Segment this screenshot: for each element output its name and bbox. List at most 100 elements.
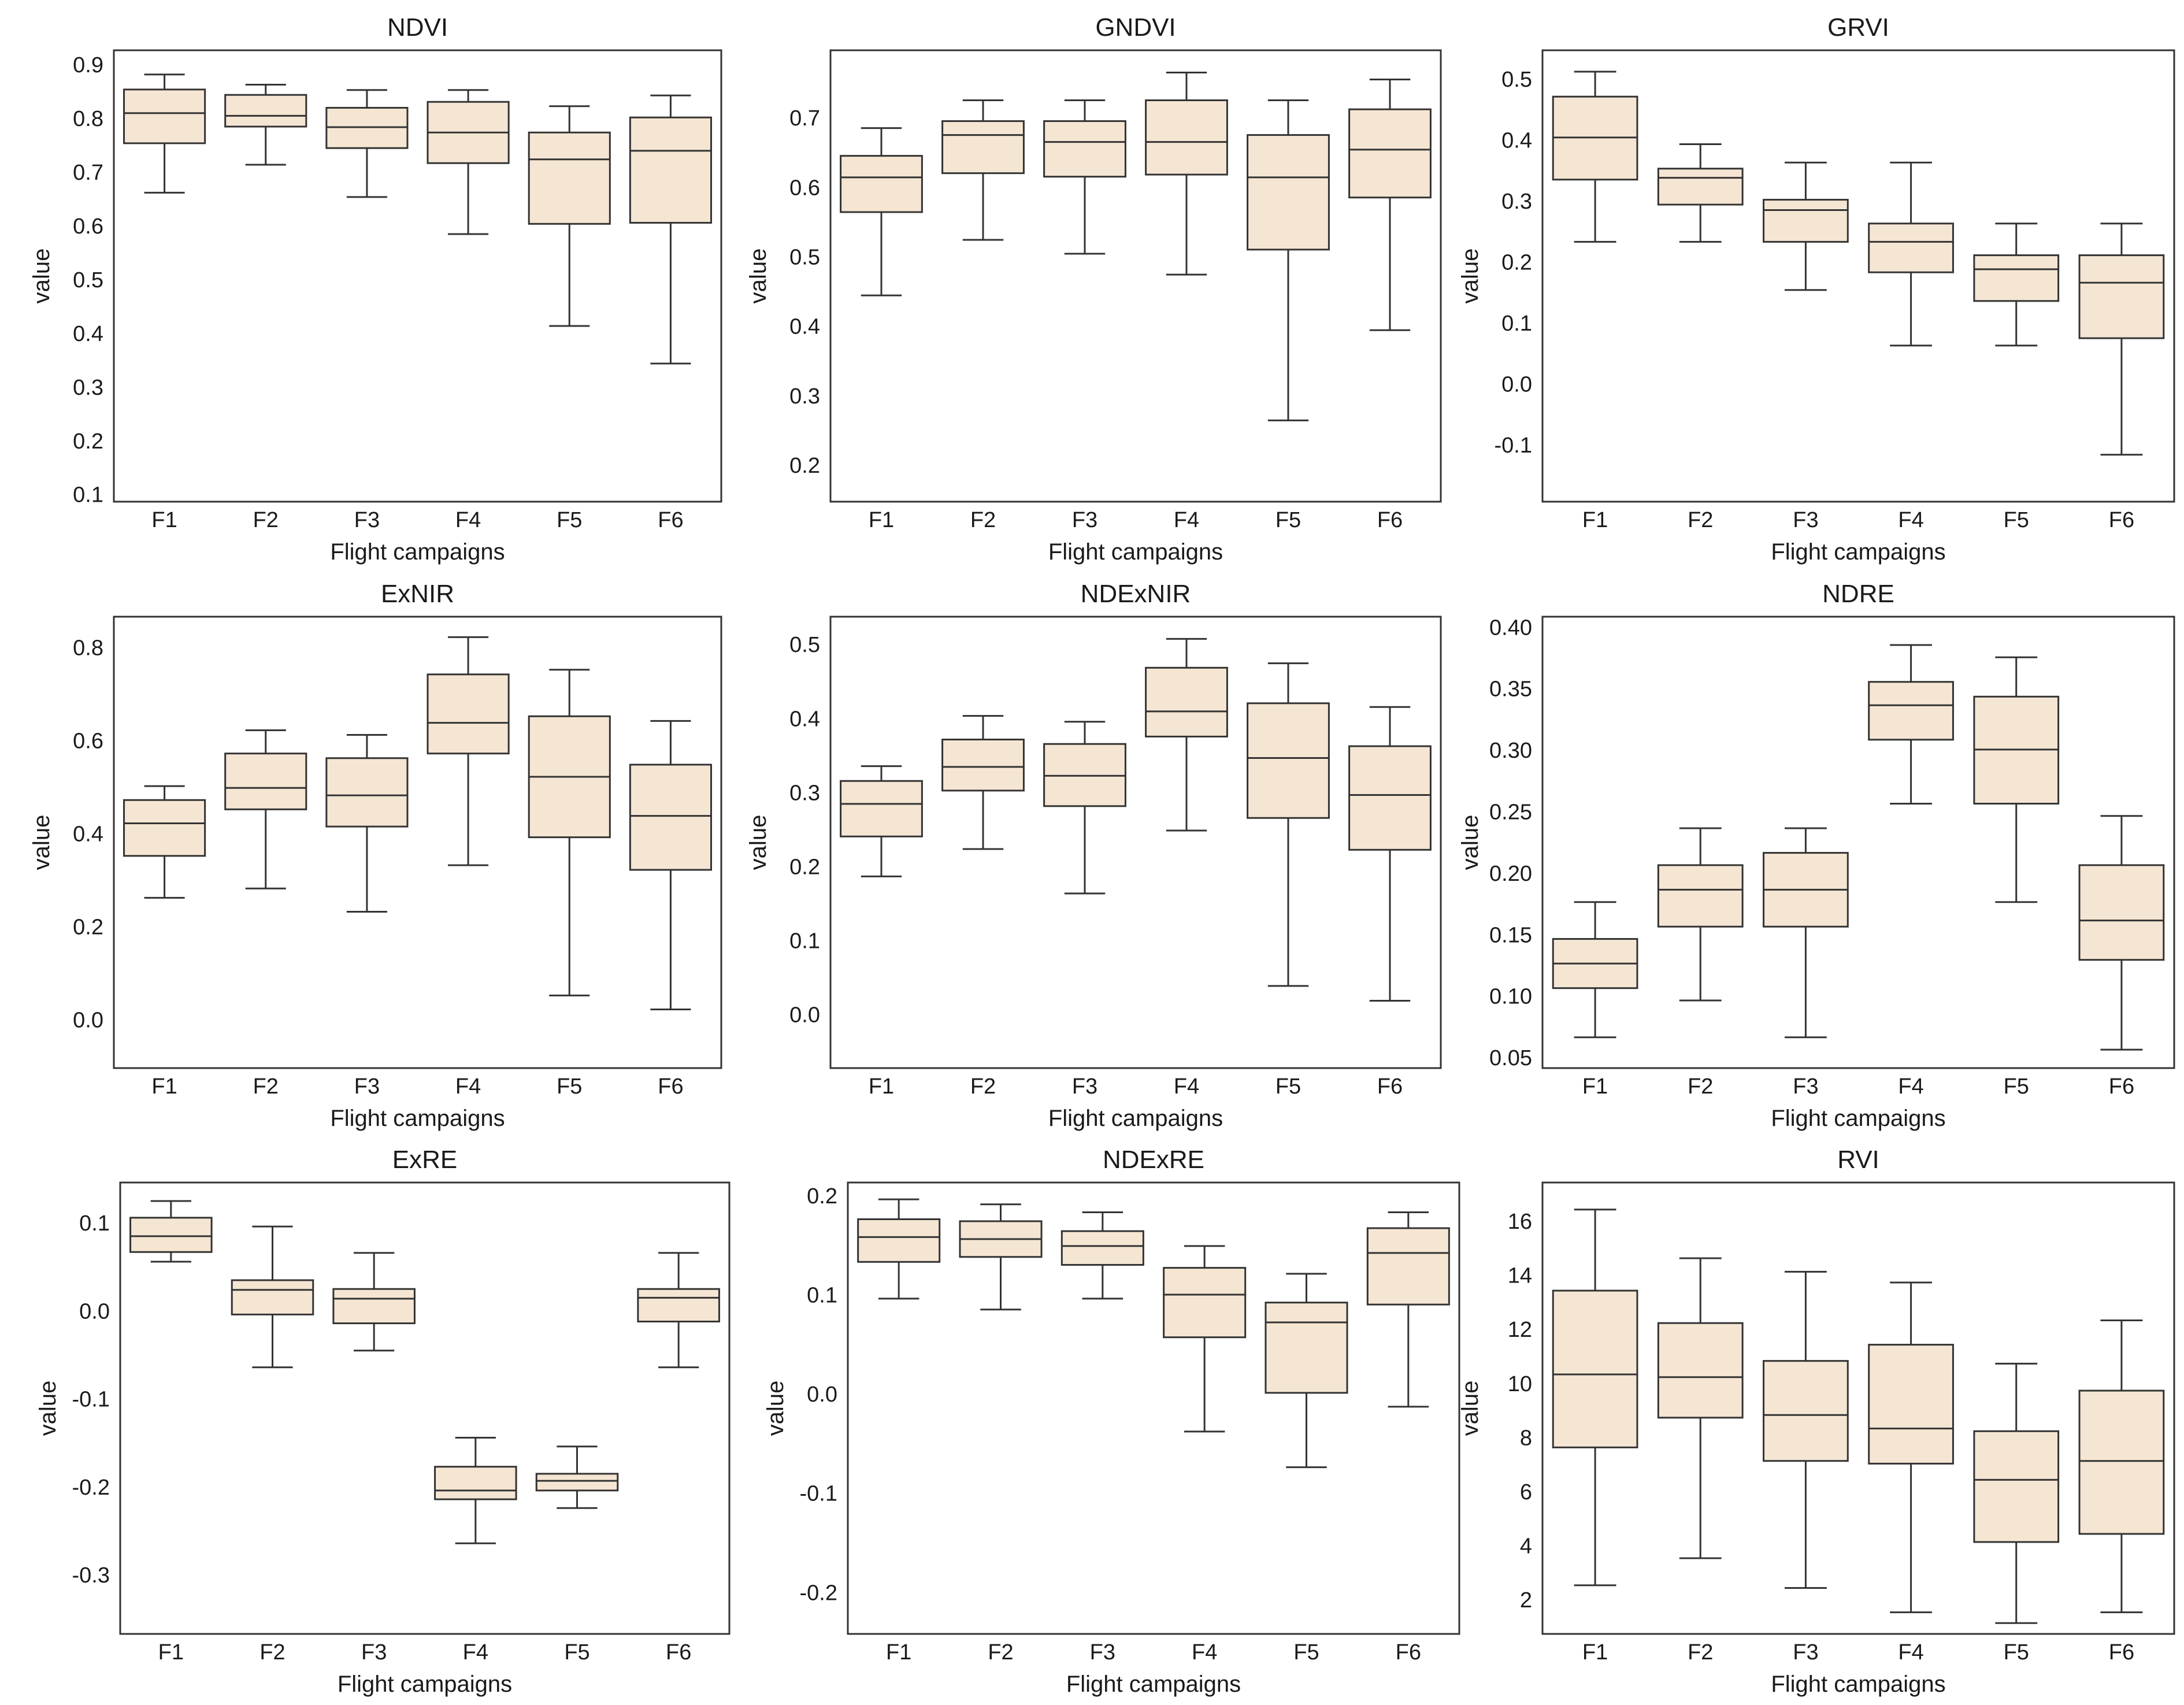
iqr-box xyxy=(2078,864,2165,961)
x-tick-label: F3 xyxy=(361,1640,387,1665)
box-f3 xyxy=(332,1252,416,1352)
x-tick-label: F2 xyxy=(1688,1074,1713,1099)
y-tick-label: 4 xyxy=(1520,1534,1532,1558)
iqr-box xyxy=(123,88,206,144)
box-f2 xyxy=(224,84,307,166)
y-tick-label: 0.5 xyxy=(789,633,820,657)
iqr-box xyxy=(1043,120,1126,178)
y-tick-label: 0.0 xyxy=(73,1009,103,1033)
box-f1 xyxy=(840,127,923,296)
x-tick-label: F4 xyxy=(455,508,481,532)
iqr-box xyxy=(1163,1267,1247,1339)
y-axis-label: value xyxy=(29,815,54,870)
x-tick-label: F1 xyxy=(1582,1640,1608,1665)
box-f4 xyxy=(1868,644,1954,805)
box-f2 xyxy=(959,1203,1043,1311)
box-f2 xyxy=(941,715,1025,850)
y-tick-label: 0.0 xyxy=(79,1299,110,1324)
y-tick-label: 0.4 xyxy=(1501,128,1532,153)
box-f2 xyxy=(224,729,307,889)
x-tick-label: F1 xyxy=(869,508,894,532)
plot-frame xyxy=(119,1181,731,1635)
y-axis-label: value xyxy=(1458,815,1483,870)
x-tick-label: F3 xyxy=(1090,1640,1115,1665)
subplot-gndvi: GNDVI Flight campaigns value 0.2 0.3 0.4 0.5 0.… xyxy=(746,13,1442,565)
y-tick-label: 0.2 xyxy=(789,855,820,879)
iqr-box xyxy=(2078,254,2165,339)
subplot-rvi: RVI Flight campaigns value 2 4 6 8 10 12 14 16 F1 F2… xyxy=(1458,1146,2175,1697)
box-f3 xyxy=(1763,827,1849,1039)
x-tick-label: F1 xyxy=(1582,508,1608,532)
x-tick-label: F6 xyxy=(658,508,683,532)
plot-frame xyxy=(829,616,1442,1069)
x-axis-label: Flight campaigns xyxy=(330,1106,505,1131)
x-tick-label: F6 xyxy=(1377,1074,1403,1099)
x-axis-label: Flight campaigns xyxy=(1771,539,1945,565)
y-axis-label: value xyxy=(1458,249,1483,304)
y-tick-label: -0.1 xyxy=(800,1482,837,1506)
y-tick-label: 0.15 xyxy=(1489,923,1532,947)
subplot-ndre: NDRE Flight campaigns value 0.05 0.10 0.15 0.2… xyxy=(1458,580,2175,1131)
x-tick-label: F6 xyxy=(658,1074,683,1099)
subplot-exnir: ExNIR Flight campaigns value 0.0 0.2 0.4 0.6 0.… xyxy=(29,580,722,1131)
x-tick-label: F1 xyxy=(869,1074,894,1099)
subplot-ndexnir: NDExNIR Flight campaigns value 0.0 0.1 0.2 0.3… xyxy=(746,580,1442,1131)
y-tick-label: 0.6 xyxy=(73,214,103,239)
plot-frame xyxy=(113,616,722,1069)
y-axis-label: value xyxy=(35,1381,61,1436)
y-tick-label: 0.4 xyxy=(789,707,820,731)
iqr-box xyxy=(857,1218,941,1263)
y-tick-label: 0.2 xyxy=(73,429,103,454)
x-tick-label: F5 xyxy=(2004,1640,2029,1665)
x-tick-label: F5 xyxy=(557,1074,582,1099)
y-tick-label: 0.25 xyxy=(1489,800,1532,825)
y-axis-label: value xyxy=(763,1381,788,1436)
box-f2 xyxy=(1657,1257,1744,1559)
y-tick-label: 0.6 xyxy=(789,176,820,200)
x-tick-label: F6 xyxy=(666,1640,691,1665)
box-f4 xyxy=(434,1437,517,1544)
x-tick-label: F5 xyxy=(1293,1640,1319,1665)
x-tick-label: F4 xyxy=(1898,1640,1923,1665)
subplot-ndvi: NDVI Flight campaigns value 0.1 0.2 0.3 0.4 0.5… xyxy=(29,13,722,565)
x-tick-label: F5 xyxy=(564,1640,589,1665)
iqr-box xyxy=(427,673,510,755)
x-axis-label: Flight campaigns xyxy=(330,539,505,565)
iqr-box xyxy=(1657,168,1744,206)
box-f6 xyxy=(1348,78,1432,331)
iqr-box xyxy=(637,1288,720,1323)
box-f6 xyxy=(629,94,712,365)
y-tick-label: 0.3 xyxy=(73,376,103,400)
iqr-box xyxy=(1657,1322,1744,1419)
x-tick-label: F3 xyxy=(1793,1640,1818,1665)
y-tick-label: 0.3 xyxy=(789,781,820,805)
plot-frame xyxy=(1541,1181,2175,1635)
x-tick-label: F4 xyxy=(1174,508,1199,532)
box-f6 xyxy=(1348,706,1432,1002)
box-f3 xyxy=(1043,99,1126,255)
iqr-box xyxy=(2078,1389,2165,1535)
iqr-box xyxy=(1763,199,1849,243)
iqr-box xyxy=(123,799,206,857)
iqr-box xyxy=(1061,1230,1144,1266)
x-tick-label: F1 xyxy=(158,1640,184,1665)
x-tick-label: F5 xyxy=(2004,508,2029,532)
y-tick-label: 0.40 xyxy=(1489,616,1532,640)
box-f5 xyxy=(528,105,611,327)
y-tick-label: 0.2 xyxy=(807,1184,837,1209)
y-tick-label: 10 xyxy=(1508,1372,1532,1396)
iqr-box xyxy=(1973,254,2060,302)
y-tick-label: 0.30 xyxy=(1489,739,1532,763)
y-tick-label: 0.7 xyxy=(789,106,820,131)
x-axis-label: Flight campaigns xyxy=(1771,1106,1945,1131)
box-f2 xyxy=(941,99,1025,241)
box-f5 xyxy=(1265,1273,1348,1469)
box-f4 xyxy=(427,636,510,866)
x-tick-label: F1 xyxy=(151,508,177,532)
y-tick-label: 0.0 xyxy=(1501,373,1532,397)
y-tick-label: 0.2 xyxy=(789,454,820,478)
x-tick-label: F4 xyxy=(463,1640,488,1665)
y-tick-label: 0.8 xyxy=(73,636,103,660)
y-tick-label: 0.8 xyxy=(73,107,103,131)
